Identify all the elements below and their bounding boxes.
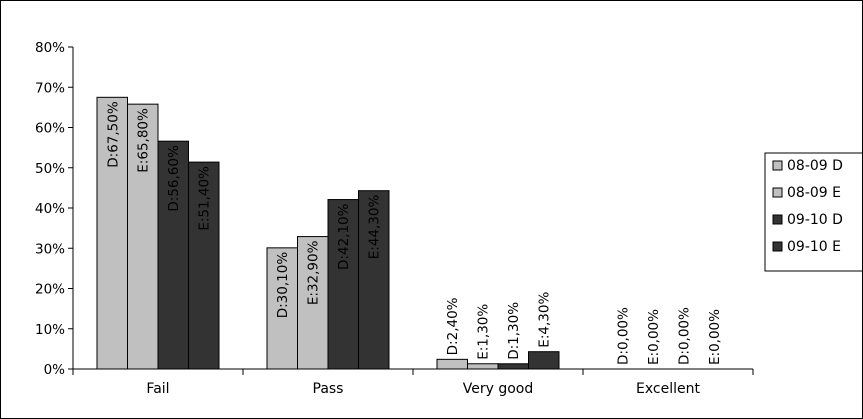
data-label: E:0,00% [707,309,723,365]
data-label: E:65,80% [136,108,152,173]
bar [327,199,359,370]
y-tick-label: 50% [35,161,65,177]
data-label: D:67,50% [105,101,121,168]
bar [188,161,220,370]
x-category-label: Very good [463,381,534,397]
y-tick-label: 0% [44,362,66,378]
data-label: D:0,00% [676,307,692,365]
legend-swatch [772,214,783,225]
x-category-label: Fail [146,381,169,397]
data-label: D:1,30% [506,302,522,360]
legend: 08-09 D 08-09 E 09-10 D 09-10 E [764,152,862,272]
legend-entry: 09-10 E [787,239,841,255]
y-tick-label: 10% [35,322,65,338]
legend-entry: 08-09 D [787,158,843,174]
y-tick-label: 30% [35,241,65,257]
data-label: D:42,10% [336,203,352,270]
data-labels: D:67,50% D:30,10% D:2,40% D:0,00% E:65,80% E:… [105,101,723,365]
data-label: D:0,00% [615,307,631,365]
bar [297,236,329,370]
axes: 0% 10% 20% 30% 40% 50% 60% 70% 80% Fail Pass Very g… [35,40,754,397]
y-tick-label: 80% [35,40,65,56]
bars [96,96,560,370]
bar [157,140,189,370]
legend-entry: 08-09 E [787,185,841,201]
bar [436,358,468,370]
data-label: D:2,40% [445,297,461,355]
data-label: D:30,10% [275,252,291,319]
data-label: E:32,90% [306,240,322,305]
data-label: E:44,30% [367,195,383,260]
y-tick-label: 70% [35,80,65,96]
legend-swatch [772,187,783,198]
data-label: D:56,60% [166,145,182,212]
bar [358,190,390,370]
data-label: E:51,40% [197,166,213,231]
legend-entry: 09-10 D [787,212,843,228]
y-tick-label: 60% [35,121,65,137]
legend-swatch [772,241,783,252]
data-label: E:0,00% [646,309,662,365]
y-tick-label: 20% [35,282,65,298]
bar [497,363,529,370]
x-category-label: Excellent [636,381,700,397]
bar [467,363,499,370]
bar [528,351,560,370]
bar [127,103,159,370]
bar [266,247,298,370]
legend-swatch [772,160,783,171]
data-label: E:1,30% [476,304,492,360]
bar [96,96,128,370]
y-tick-label: 40% [35,201,65,217]
x-category-label: Pass [313,381,344,397]
data-label: E:4,30% [537,292,553,348]
